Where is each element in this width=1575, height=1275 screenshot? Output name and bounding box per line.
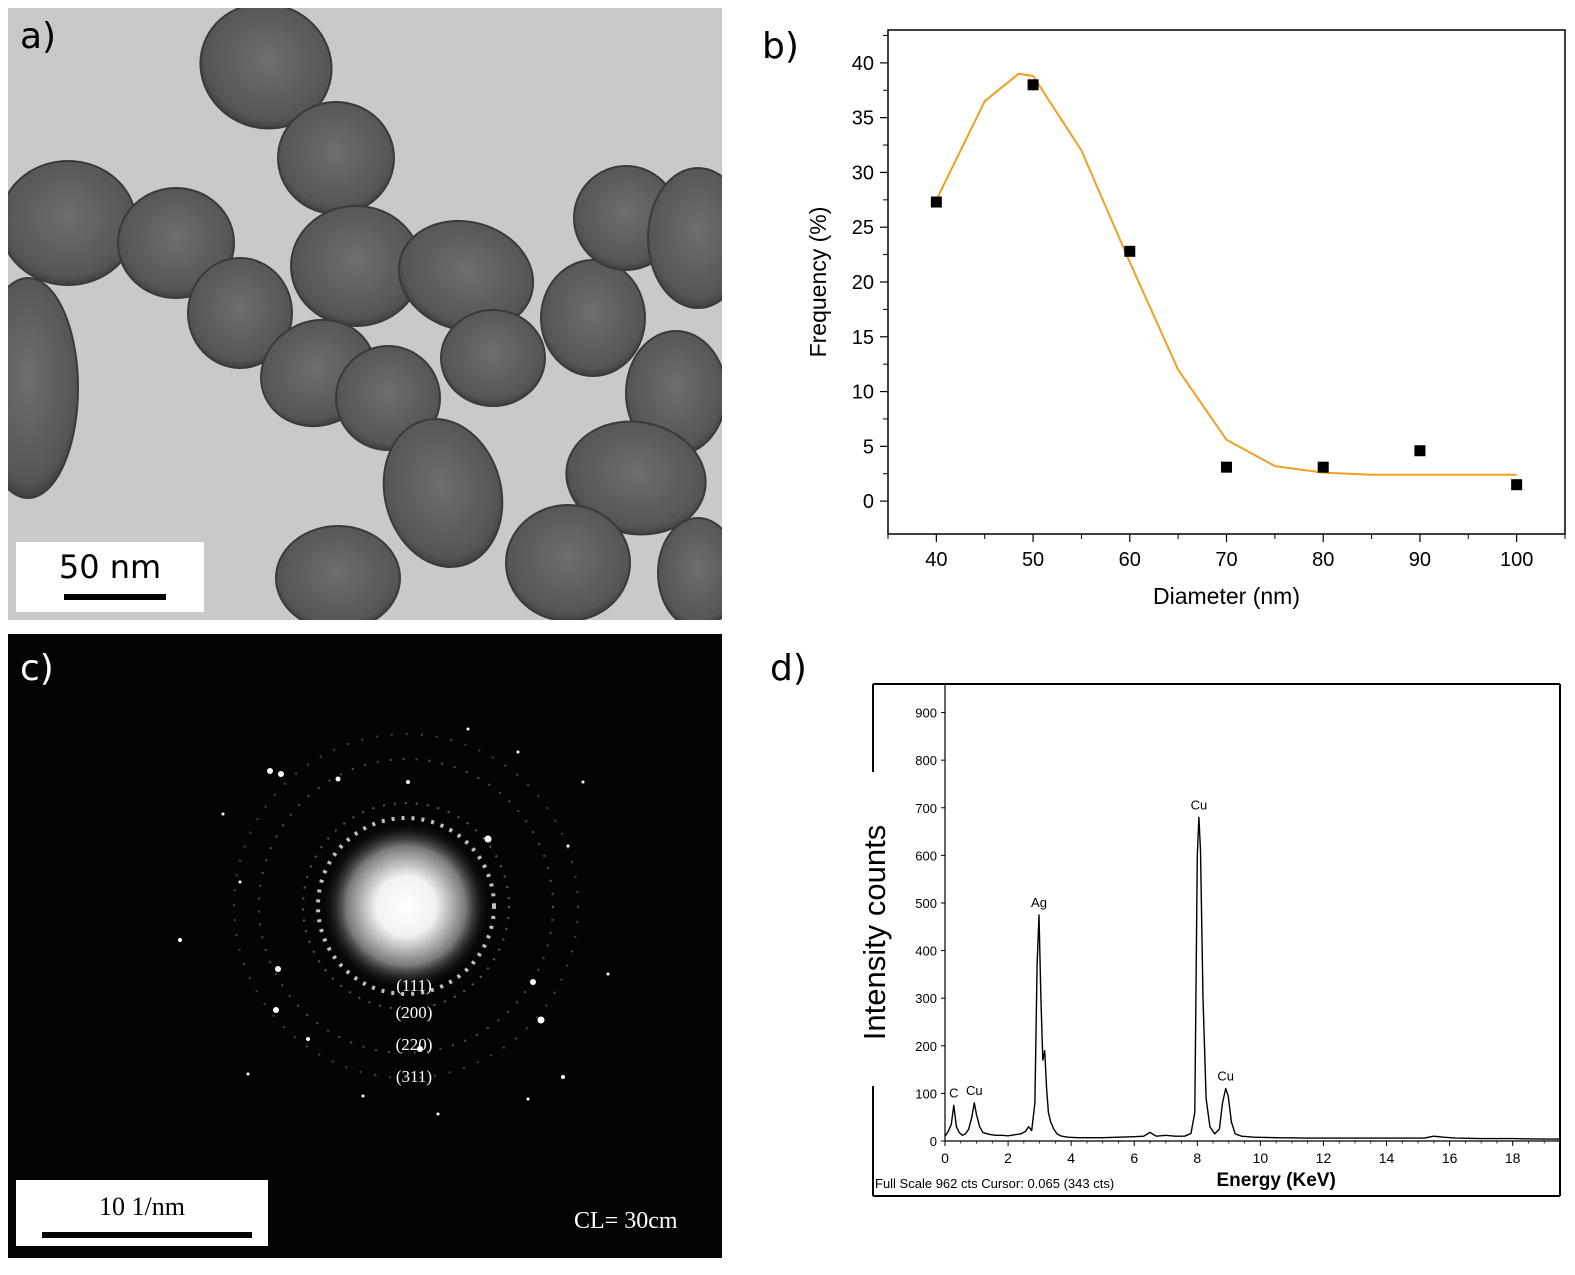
y-tick-label: 400 (915, 944, 937, 959)
x-tick-label: 6 (1130, 1150, 1138, 1166)
y-tick-label: 100 (915, 1086, 937, 1101)
scale-bar-label: 50 nm (58, 548, 162, 586)
x-tick-label: 4 (1067, 1150, 1075, 1166)
saed-pattern: (111) (200) (220) (311) (178, 727, 610, 1116)
y-tick-label: 600 (915, 848, 937, 863)
panel-label-b: b) (762, 26, 799, 67)
panel-label-d: d) (770, 648, 807, 689)
y-tick-label: 200 (915, 1039, 937, 1054)
y-tick-label: 300 (915, 991, 937, 1006)
footer-text: Full Scale 962 cts Cursor: 0.065 (343 ct… (875, 1176, 1114, 1191)
scale-bar-label: 10 1/nm (99, 1192, 185, 1221)
x-tick-label: 80 (1312, 549, 1334, 571)
y-axis-title: Intensity counts (857, 825, 892, 1040)
size-distribution-svg: 40 50 60 70 80 90 100 0 5 10 15 20 25 30 35 40 Diameter … (805, 29, 1566, 609)
x-axis-title: Energy (KeV) (1216, 1170, 1335, 1191)
edx-spectrum-svg: 0 100 200 300 400 500 600 700 800 900 0 2 4 6 8 10 12 14 1… (857, 683, 1561, 1197)
x-tick-label: 8 (1193, 1150, 1201, 1166)
diffraction-spots (178, 727, 610, 1116)
x-tick-label: 100 (1500, 549, 1533, 571)
y-tick-label: 35 (852, 108, 874, 130)
plot-frame (887, 29, 1566, 535)
data-point (930, 196, 942, 208)
x-tick-label: 90 (1409, 549, 1431, 571)
spectrum-line (944, 816, 1560, 1140)
data-point (1027, 79, 1039, 91)
y-tick-label: 800 (915, 753, 937, 768)
x-tick-label: 70 (1215, 549, 1237, 571)
y-tick-label: 0 (930, 1134, 937, 1149)
y-tick-label: 5 (863, 436, 874, 458)
panel-label-a: a) (20, 16, 57, 57)
y-axis-title: Frequency (%) (805, 207, 831, 358)
fit-curve (935, 72, 1517, 476)
peak-label-c: C (949, 1085, 958, 1100)
saed-pattern-panel: (111) (200) (220) (311) 10 1/nm CL= 30cm (8, 634, 722, 1258)
data-point (1124, 245, 1136, 257)
data-point (1221, 461, 1232, 473)
panel-label-c: c) (20, 648, 54, 689)
tem-image-panel: 50 nm (8, 8, 722, 620)
ring-label-200: (200) (396, 1003, 433, 1022)
tem-image (8, 8, 722, 620)
x-tick-label: 10 (1253, 1150, 1269, 1166)
y-tick-label: 40 (852, 53, 874, 75)
edx-spectrum-chart: 0 100 200 300 400 500 600 700 800 900 0 2 4 6 8 10 12 14 1… (740, 640, 1575, 1270)
y-tick-label: 10 (852, 382, 874, 404)
y-tick-label: 0 (863, 491, 874, 513)
data-point (1414, 445, 1426, 457)
x-axis-title: Diameter (nm) (1153, 583, 1300, 609)
peak-label-cu: Cu (1217, 1069, 1234, 1084)
x-tick-label: 12 (1316, 1150, 1332, 1166)
scale-bar-line (64, 594, 166, 600)
ring-label-311: (311) (396, 1067, 432, 1086)
scale-bar-a: 50 nm (16, 542, 204, 612)
scale-bar-line (42, 1232, 252, 1238)
y-tick-label: 30 (852, 162, 874, 184)
y-tick-label: 20 (852, 272, 874, 294)
x-tick-label: 16 (1442, 1150, 1458, 1166)
camera-length-label: CL= 30cm (574, 1208, 678, 1234)
ring-label-111: (111) (396, 976, 432, 995)
peak-label-ag: Ag (1031, 895, 1047, 910)
y-tick-label: 15 (852, 327, 874, 349)
y-tick-label: 500 (915, 896, 937, 911)
x-tick-label: 14 (1379, 1150, 1395, 1166)
y-tick-label: 900 (915, 706, 937, 721)
x-tick-label: 2 (1004, 1150, 1012, 1166)
peak-label-cu: Cu (966, 1083, 983, 1098)
data-point (1511, 479, 1523, 491)
x-tick-label: 60 (1119, 549, 1141, 571)
ring-label-220: (220) (396, 1035, 433, 1054)
x-tick-label: 40 (925, 549, 947, 571)
peak-label-cu: Cu (1191, 797, 1208, 812)
y-tick-label: 700 (915, 801, 937, 816)
scale-bar-c: 10 1/nm (16, 1180, 268, 1246)
x-tick-label: 50 (1022, 549, 1044, 571)
x-tick-label: 0 (941, 1150, 949, 1166)
size-distribution-chart: 40 50 60 70 80 90 100 0 5 10 15 20 25 30 35 40 Diameter … (740, 10, 1575, 620)
y-tick-label: 25 (852, 217, 874, 239)
x-tick-label: 18 (1505, 1150, 1521, 1166)
data-point (1317, 461, 1329, 473)
